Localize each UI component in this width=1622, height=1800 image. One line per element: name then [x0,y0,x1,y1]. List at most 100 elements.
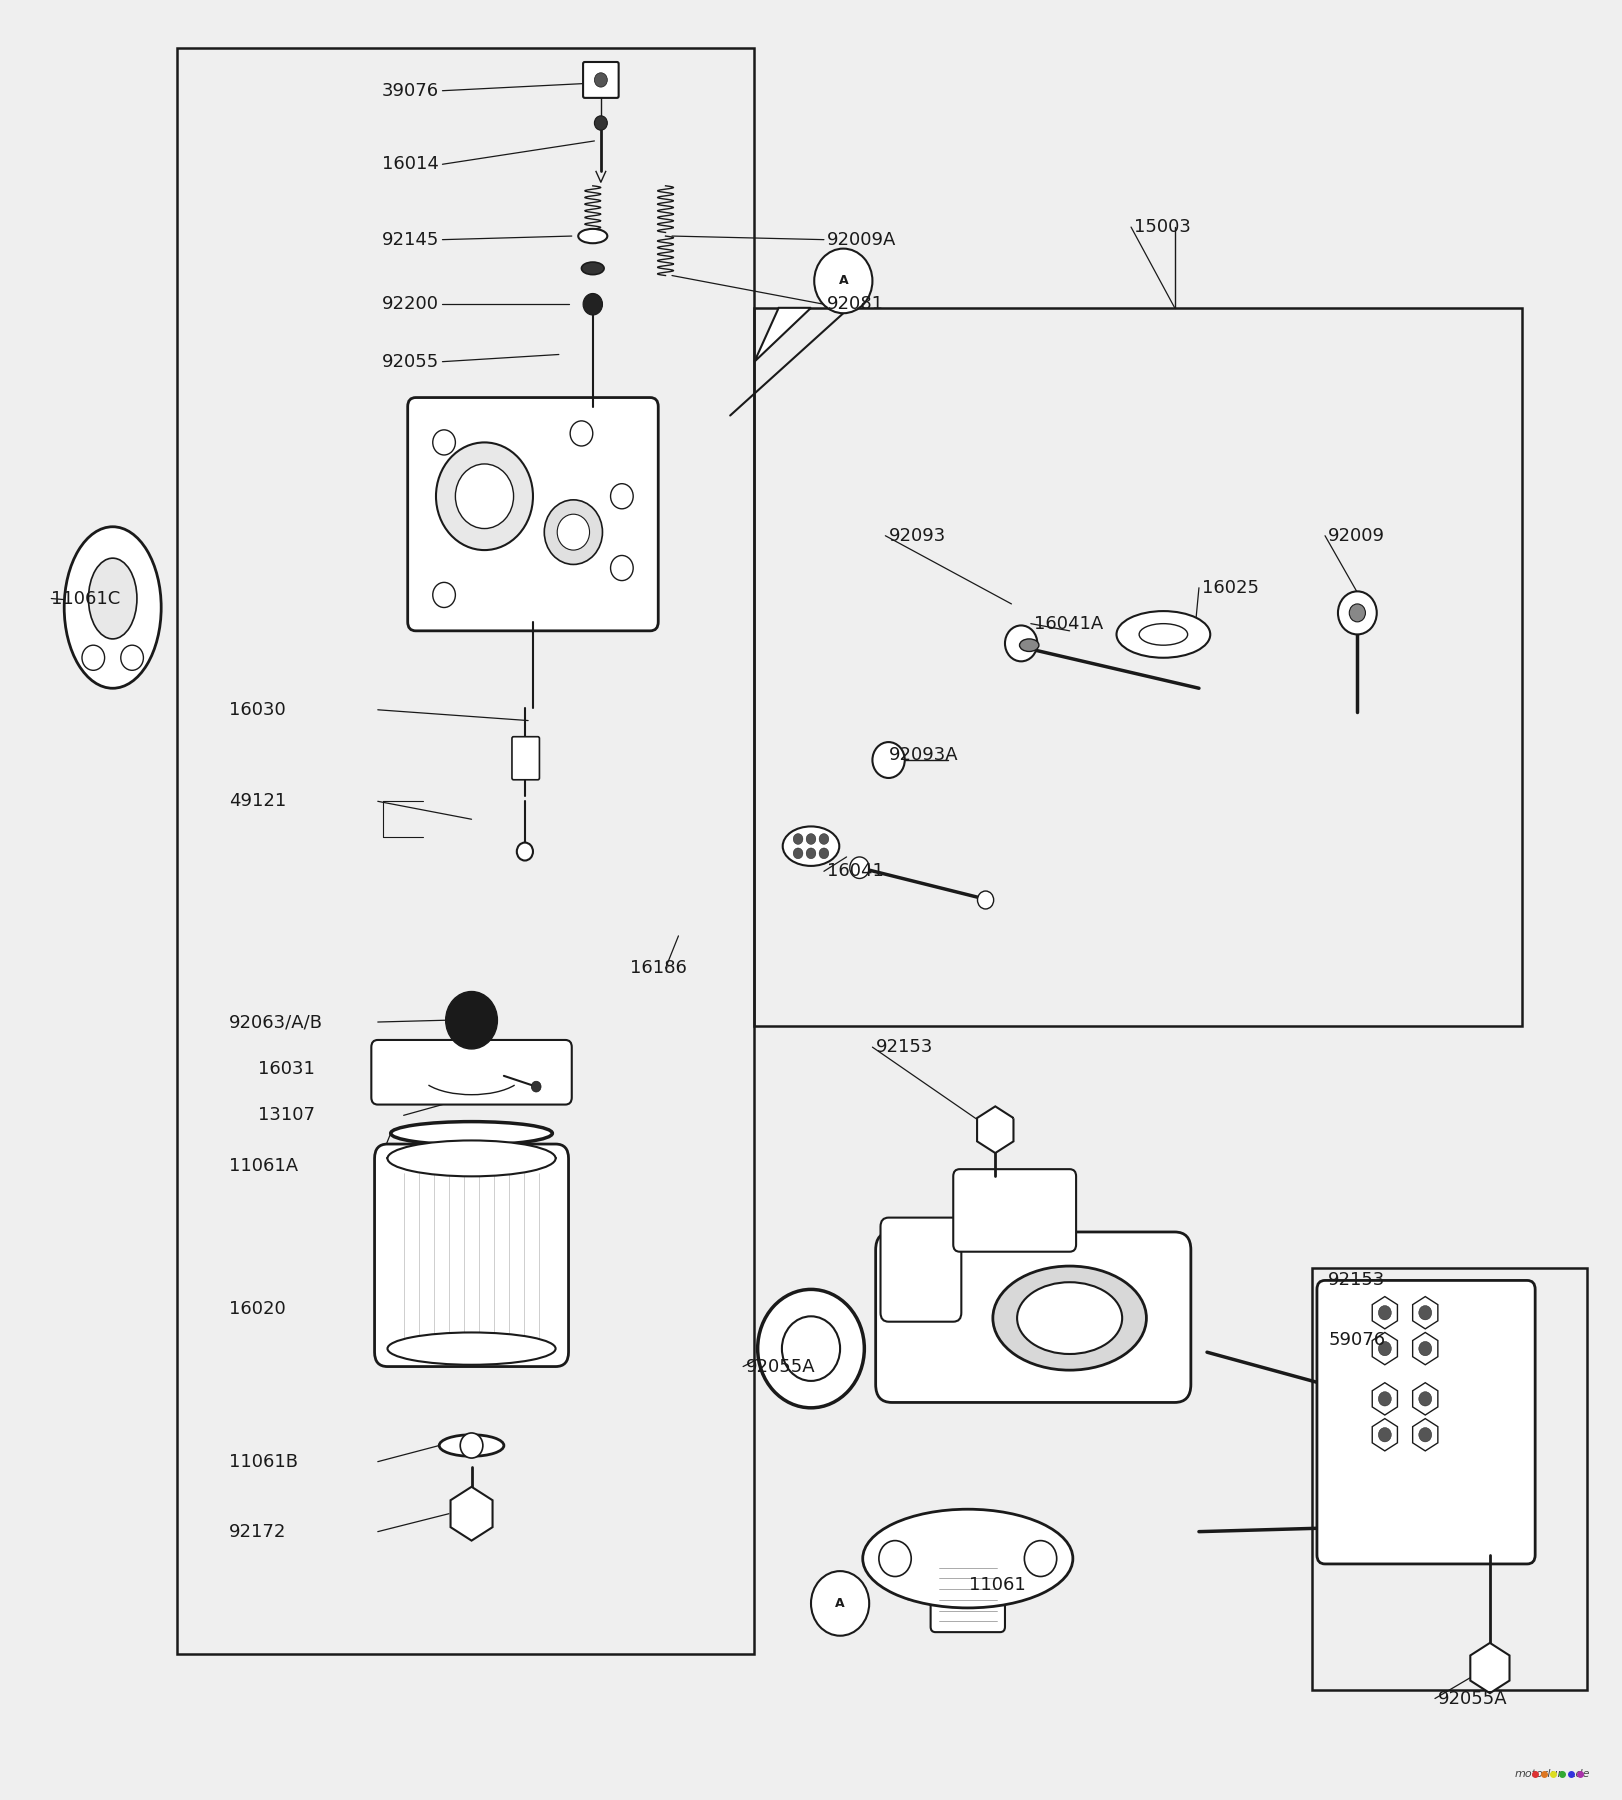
Ellipse shape [581,263,603,275]
FancyBboxPatch shape [513,736,540,779]
Circle shape [558,515,589,551]
Circle shape [582,293,602,315]
Ellipse shape [440,1435,504,1456]
Circle shape [1006,625,1038,661]
Text: A: A [839,274,848,288]
Text: 16030: 16030 [229,700,285,718]
Text: 11061B: 11061B [229,1453,298,1471]
Text: 16020: 16020 [229,1300,285,1318]
Circle shape [433,583,456,608]
Text: 92055A: 92055A [1439,1690,1508,1708]
Text: 92093: 92093 [889,527,946,545]
Text: 92153: 92153 [1328,1271,1385,1289]
Ellipse shape [89,558,136,639]
Text: 16041A: 16041A [1035,614,1103,632]
Circle shape [456,464,514,529]
Text: 92081: 92081 [827,295,884,313]
Circle shape [1379,1341,1392,1355]
Circle shape [757,1289,865,1408]
FancyBboxPatch shape [876,1231,1191,1402]
Text: 92063/A/B: 92063/A/B [229,1013,323,1031]
Circle shape [1419,1305,1432,1319]
Circle shape [610,484,633,509]
Ellipse shape [783,826,839,866]
Circle shape [433,430,456,455]
Circle shape [1379,1391,1392,1406]
Text: 92055A: 92055A [746,1357,816,1375]
Polygon shape [451,1487,493,1541]
Bar [177,47,754,1654]
Circle shape [446,992,498,1049]
Text: 59076: 59076 [1328,1330,1385,1348]
Circle shape [1025,1541,1056,1577]
Circle shape [461,1433,483,1458]
FancyBboxPatch shape [954,1170,1075,1251]
FancyBboxPatch shape [1317,1280,1534,1564]
Ellipse shape [388,1141,556,1177]
Polygon shape [1413,1332,1437,1364]
Circle shape [978,891,994,909]
Polygon shape [754,308,811,362]
Ellipse shape [993,1265,1147,1370]
Circle shape [811,1571,869,1636]
FancyBboxPatch shape [371,1040,573,1105]
Text: 16014: 16014 [383,155,440,173]
Text: 92200: 92200 [383,295,440,313]
Polygon shape [1372,1296,1398,1328]
Ellipse shape [65,527,161,688]
Circle shape [1419,1341,1432,1355]
Circle shape [436,443,534,551]
Circle shape [571,421,592,446]
FancyBboxPatch shape [582,61,618,97]
Text: A: A [835,1597,845,1609]
Circle shape [793,833,803,844]
Text: 16186: 16186 [629,959,686,977]
Polygon shape [1470,1643,1510,1694]
Circle shape [1379,1427,1392,1442]
Ellipse shape [1017,1282,1122,1354]
Polygon shape [976,1107,1014,1154]
Text: .de: .de [1573,1769,1590,1778]
Circle shape [1350,605,1366,621]
Text: 92093A: 92093A [889,745,959,763]
Text: 16031: 16031 [258,1060,315,1078]
FancyBboxPatch shape [931,1553,1006,1633]
Text: 11061: 11061 [970,1577,1027,1595]
Text: 16041: 16041 [827,862,884,880]
Text: 49121: 49121 [229,792,287,810]
Polygon shape [1372,1332,1398,1364]
Circle shape [1379,1305,1392,1319]
Circle shape [1419,1427,1432,1442]
Circle shape [610,556,633,581]
Circle shape [517,842,534,860]
Ellipse shape [391,1121,553,1145]
Text: 11061A: 11061A [229,1157,298,1175]
Polygon shape [1413,1382,1437,1415]
Circle shape [806,848,816,859]
Circle shape [782,1316,840,1381]
Text: 16025: 16025 [1202,580,1259,598]
Circle shape [793,848,803,859]
Circle shape [532,1082,542,1093]
Text: 15003: 15003 [1134,218,1191,236]
Text: 92009A: 92009A [827,230,897,248]
Polygon shape [1413,1296,1437,1328]
Ellipse shape [388,1332,556,1364]
Circle shape [819,848,829,859]
Ellipse shape [1116,610,1210,657]
Ellipse shape [863,1508,1072,1607]
Circle shape [819,833,829,844]
Text: 92153: 92153 [876,1039,933,1057]
Circle shape [806,833,816,844]
Text: 92145: 92145 [381,230,440,248]
Text: motorlur: motorlur [1515,1769,1562,1778]
Circle shape [873,742,905,778]
Circle shape [594,115,607,130]
Circle shape [83,644,104,670]
Text: 13107: 13107 [258,1107,315,1125]
Circle shape [850,857,869,878]
Text: 92009: 92009 [1328,527,1385,545]
Text: 92055: 92055 [381,353,440,371]
Ellipse shape [1020,639,1040,652]
Ellipse shape [577,229,607,243]
